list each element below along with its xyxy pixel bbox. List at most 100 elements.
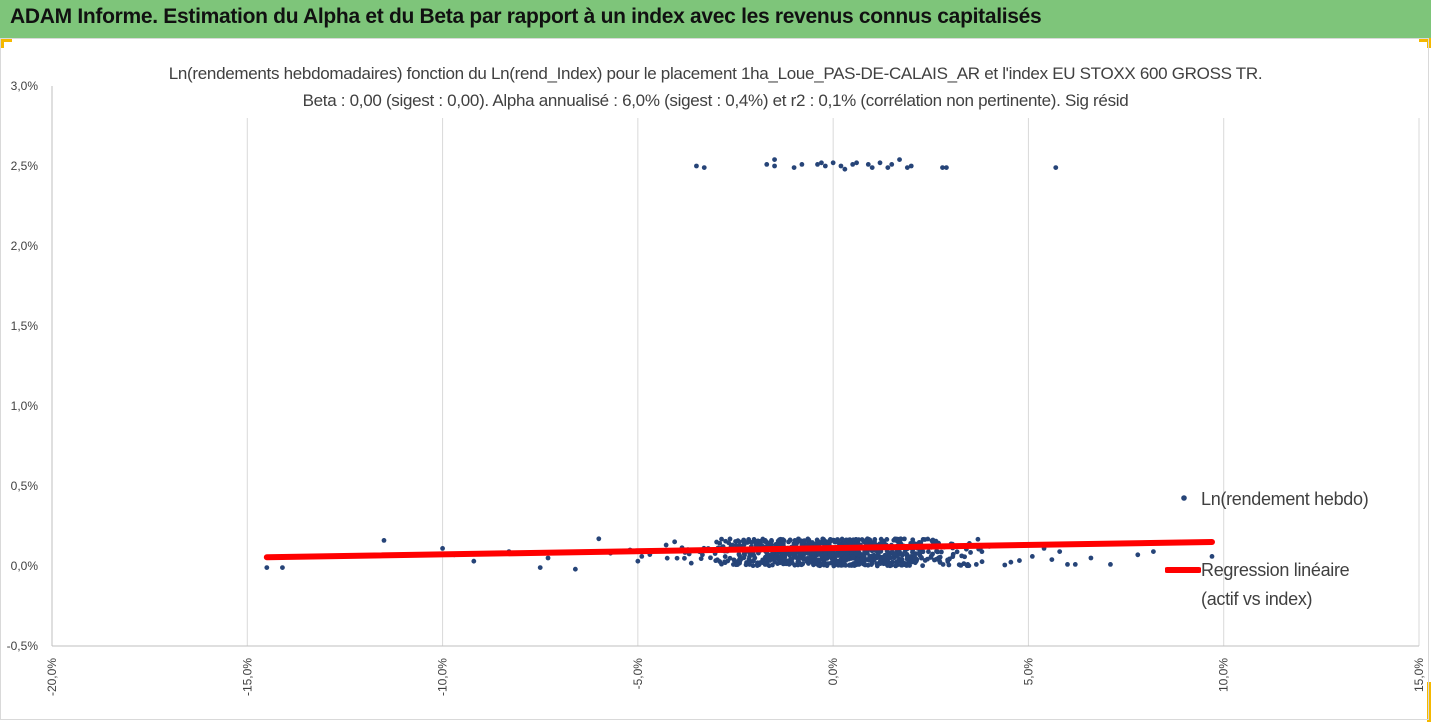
data-point (869, 561, 875, 566)
data-point (888, 555, 894, 561)
data-point (908, 163, 914, 169)
data-point (741, 555, 747, 561)
data-point (938, 549, 944, 555)
data-point (878, 536, 884, 542)
data-point (746, 537, 752, 542)
data-point (940, 165, 945, 171)
data-point (916, 539, 922, 545)
data-point (937, 554, 943, 560)
y-tick-label: -0,5% (7, 639, 39, 653)
data-point (796, 555, 801, 561)
data-point (909, 559, 915, 565)
data-point (772, 559, 778, 565)
tick-labels: -0,5% 0,0% 0,5% 1,0% 1,5% 2,0% 2,5% 3,0% -20,0% -… (7, 79, 1426, 696)
corner-marker-left-vertical (0, 38, 4, 48)
data-point (816, 557, 822, 563)
data-point (855, 550, 861, 555)
x-tick-label: 15,0% (1412, 658, 1426, 692)
data-point (780, 553, 785, 559)
data-point (904, 165, 910, 171)
x-tick-label: -5,0% (631, 658, 645, 690)
data-point (966, 563, 972, 569)
y-tick-label: 2,5% (11, 159, 39, 173)
data-point (885, 165, 891, 171)
data-point (1029, 554, 1035, 559)
data-point (842, 166, 848, 172)
data-point (764, 162, 770, 167)
data-point (694, 163, 699, 169)
corner-marker-left (0, 38, 12, 42)
data-point (747, 551, 753, 557)
data-point (922, 558, 928, 563)
data-point (855, 557, 860, 563)
y-tick-label: 0,5% (11, 479, 39, 493)
data-point (778, 559, 784, 564)
data-point (729, 542, 735, 548)
data-point (1072, 562, 1078, 567)
data-point (898, 562, 904, 568)
data-point (841, 556, 847, 561)
x-tick-label: 5,0% (1021, 658, 1035, 686)
data-point (802, 550, 808, 556)
data-point (264, 565, 270, 570)
corner-marker-right-vertical (1427, 38, 1431, 48)
chart-title-line2: Beta : 0,00 (sigest : 0,00). Alpha annua… (302, 91, 1129, 110)
data-point (688, 560, 694, 566)
data-point (854, 160, 859, 166)
data-point (834, 552, 839, 558)
data-point (975, 536, 981, 542)
data-point (778, 536, 784, 542)
data-point (841, 562, 847, 568)
data-point (813, 557, 819, 563)
x-tick-label: -15,0% (240, 658, 254, 696)
data-point (934, 556, 939, 562)
data-point (979, 559, 985, 565)
data-point (735, 538, 741, 544)
x-tick-label: 0,0% (826, 658, 840, 686)
data-point (877, 160, 883, 166)
data-point (882, 556, 888, 562)
data-point (935, 549, 941, 555)
data-point (902, 549, 908, 554)
data-point (762, 561, 768, 567)
data-point (741, 542, 747, 547)
data-point (830, 160, 836, 166)
data-point (791, 165, 797, 171)
data-point (737, 557, 742, 563)
data-point (717, 559, 723, 564)
data-point (1008, 559, 1014, 565)
data-point (760, 536, 766, 542)
data-point (968, 550, 973, 555)
data-point (723, 538, 728, 544)
data-point (798, 550, 804, 556)
data-point (898, 536, 904, 542)
data-point (850, 554, 856, 560)
data-point (862, 562, 868, 568)
corner-marker-bottom-right (1427, 682, 1431, 722)
data-point (878, 558, 883, 564)
data-point (891, 537, 897, 543)
data-point (767, 558, 773, 563)
data-point (719, 536, 724, 542)
regression-line (263, 539, 1215, 561)
data-point (786, 539, 791, 545)
data-points (264, 157, 1215, 572)
data-point (920, 563, 926, 569)
data-point (635, 558, 641, 564)
y-tick-label: 0,0% (11, 559, 39, 573)
data-point (698, 556, 704, 562)
data-point (815, 162, 820, 167)
data-point (1002, 562, 1008, 568)
legend-label-line: Regression linéaire (1201, 560, 1350, 580)
legend-label-line-cont: (actif vs index) (1201, 589, 1313, 609)
data-point (867, 554, 872, 560)
regression-line-group (263, 539, 1215, 561)
data-point (754, 563, 760, 568)
data-point (871, 552, 877, 558)
y-tick-label: 1,5% (11, 319, 39, 333)
data-point (1108, 562, 1113, 567)
report-banner: ADAM Informe. Estimation du Alpha et du … (0, 0, 1431, 38)
data-point (663, 542, 669, 548)
data-point (713, 558, 719, 564)
